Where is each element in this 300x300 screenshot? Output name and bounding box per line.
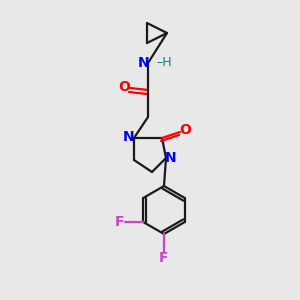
Text: O: O (179, 123, 191, 137)
Text: N: N (165, 151, 177, 165)
Text: N: N (138, 56, 150, 70)
Text: F: F (115, 215, 124, 229)
Text: –H: –H (156, 56, 172, 68)
Text: O: O (118, 80, 130, 94)
Text: N: N (123, 130, 135, 144)
Text: F: F (159, 251, 169, 265)
